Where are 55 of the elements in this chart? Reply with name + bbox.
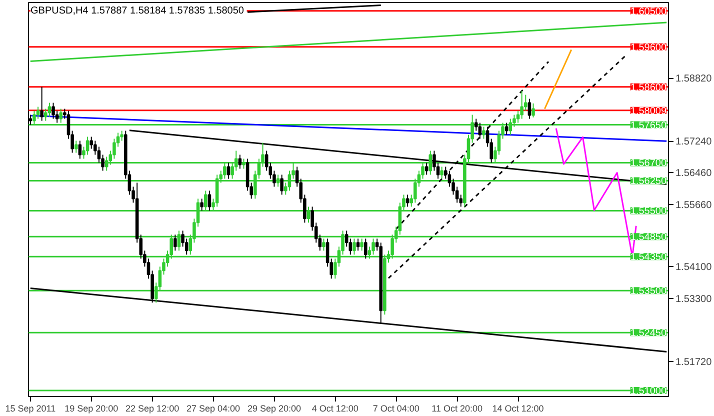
- ref-line-label: 1.56250: [630, 176, 667, 188]
- ref-line-label: 1.57650: [630, 120, 667, 132]
- candlestick: [226, 162, 230, 180]
- ref-line-label: 1.60500: [630, 6, 667, 18]
- candlestick: [528, 98, 532, 120]
- x-tick-label: 7 Oct 04:00: [372, 404, 420, 414]
- candlestick: [238, 154, 242, 170]
- candlestick: [264, 150, 268, 172]
- candlestick: [97, 146, 101, 164]
- x-tick-label: 22 Sep 12:00: [126, 404, 180, 414]
- y-tick-label: 1.51720: [676, 357, 712, 368]
- candlestick: [356, 238, 360, 252]
- ref-line-label: 1.55500: [630, 206, 667, 218]
- y-tick-label: 1.53300: [676, 294, 712, 306]
- candlestick: [78, 140, 82, 160]
- candlestick: [36, 106, 40, 120]
- candlestick: [504, 122, 508, 136]
- candlestick: [424, 162, 428, 176]
- x-tick-label: 15 Sep 2011: [5, 404, 56, 414]
- candlestick: [40, 86, 44, 122]
- candlestick: [280, 174, 284, 196]
- ref-line-label: 1.58600: [630, 82, 667, 94]
- y-tick-label: 1.55660: [676, 200, 712, 211]
- candlestick: [52, 102, 55, 120]
- x-tick-label: 4 Oct 12:00: [312, 404, 358, 414]
- x-tick-label: 19 Sep 20:00: [64, 404, 118, 414]
- candlestick: [344, 230, 348, 248]
- y-tick-label: 1.58820: [676, 74, 712, 85]
- candlestick: [448, 170, 452, 188]
- x-tick-label: 11 Oct 20:00: [432, 404, 483, 414]
- candlestick: [48, 102, 52, 118]
- x-tick-label: 29 Sep 20:00: [247, 404, 302, 414]
- ref-line-label: 1.51000: [630, 386, 667, 398]
- candlestick: [86, 136, 90, 156]
- y-tick-label: 1.56460: [676, 168, 712, 179]
- candlestick: [348, 238, 352, 256]
- candlestick: [406, 194, 410, 208]
- candlestick: [532, 102, 535, 118]
- candlestick: [364, 238, 368, 260]
- candlestick: [74, 140, 78, 154]
- x-tick-label: 27 Sep 04:00: [186, 404, 240, 414]
- candlestick: [520, 90, 524, 120]
- candlestick: [208, 190, 212, 212]
- candlestick: [246, 158, 250, 192]
- y-tick-label: 1.54100: [676, 262, 712, 274]
- ref-line-label: 1.59600: [630, 42, 667, 54]
- candlestick: [478, 122, 482, 140]
- ref-line-label: 1.58009: [630, 106, 667, 117]
- candlestick: [200, 198, 204, 212]
- chart-title: GBPUSD,H4 1.57887 1.58184 1.57835 1.58050: [30, 6, 244, 16]
- candlestick: [174, 234, 177, 252]
- candlestick: [497, 130, 501, 156]
- x-tick-label: 14 Oct 12:00: [492, 404, 544, 414]
- y-tick-label: 1.57240: [676, 136, 712, 148]
- ref-line-label: 1.56700: [630, 158, 667, 170]
